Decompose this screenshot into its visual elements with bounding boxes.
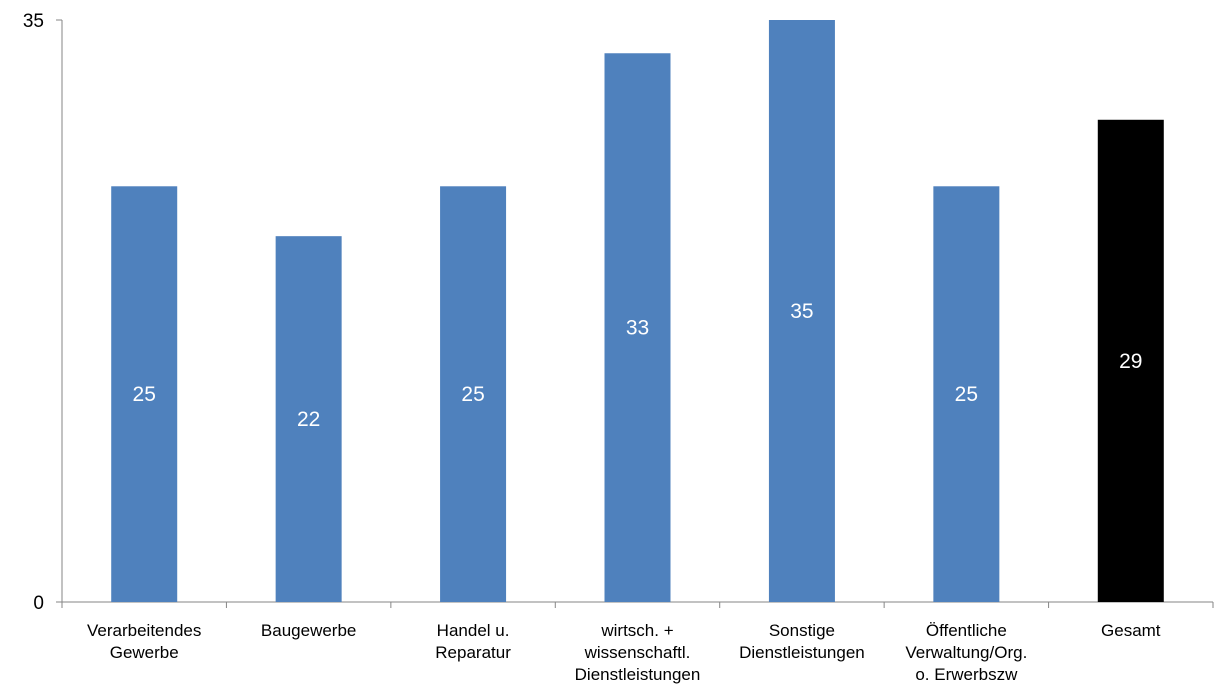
category-label: Gesamt: [1101, 621, 1161, 640]
category-label: wirtsch. + wissenschaftl. Dienstleistungen: [575, 621, 701, 684]
category-label-line: Handel u.: [437, 621, 510, 640]
category-label-line: wissenschaftl.: [584, 643, 691, 662]
category-label-line: wirtsch. +: [600, 621, 673, 640]
x-ticks: [61, 602, 1214, 608]
category-label: Verarbeitendes Gewerbe: [87, 621, 201, 662]
bar: [768, 20, 835, 602]
category-label: Baugewerbe: [261, 621, 356, 640]
data-label: 25: [461, 383, 484, 406]
bar: [275, 236, 342, 602]
data-label: 25: [133, 383, 156, 406]
category-label: Handel u. Reparatur: [435, 621, 511, 662]
data-label: 29: [1119, 350, 1142, 373]
category-label: Sonstige Dienstleistungen: [739, 621, 865, 662]
data-label: 22: [297, 408, 320, 431]
y-tick-label: 0: [33, 593, 44, 614]
data-label: 35: [790, 300, 813, 323]
category-label-line: Gewerbe: [110, 643, 179, 662]
y-ticks: 0 35: [23, 11, 62, 614]
category-label-line: Gesamt: [1101, 621, 1161, 640]
category-label: Öffentliche Verwaltung/Org. o. Erwerbszw: [905, 621, 1027, 684]
category-label-line: Verarbeitendes: [87, 621, 201, 640]
category-label-line: Verwaltung/Org.: [905, 643, 1027, 662]
bar: [1097, 119, 1164, 603]
data-label: 25: [955, 383, 978, 406]
bars: [111, 20, 1164, 603]
data-labels: 25 22 25 33 35 25 29: [133, 300, 1143, 431]
category-label-line: Öffentliche: [926, 621, 1007, 640]
category-labels: Verarbeitendes Gewerbe Baugewerbe Handel u.…: [87, 621, 1161, 684]
bar: [111, 186, 178, 603]
bar: [933, 186, 1000, 603]
bar: [440, 186, 507, 603]
bar: [604, 53, 671, 602]
category-label-line: Dienstleistungen: [739, 643, 865, 662]
category-label-line: Baugewerbe: [261, 621, 356, 640]
category-label-line: Dienstleistungen: [575, 665, 701, 684]
category-label-line: Sonstige: [769, 621, 835, 640]
data-label: 33: [626, 317, 649, 340]
y-tick-label: 35: [23, 11, 44, 32]
category-label-line: o. Erwerbszw: [915, 665, 1018, 684]
category-label-line: Reparatur: [435, 643, 511, 662]
